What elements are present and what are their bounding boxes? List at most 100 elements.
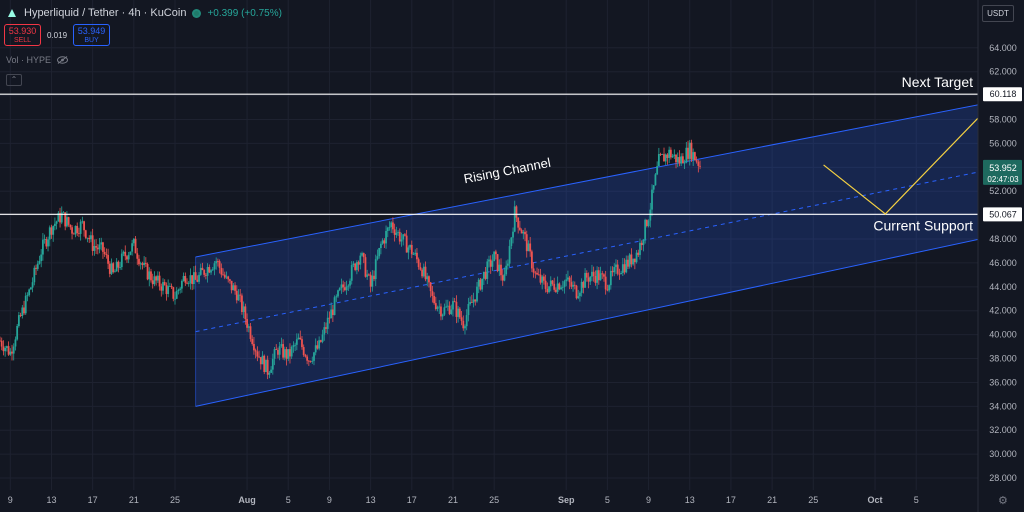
candle-body [374, 259, 377, 280]
candle-body [405, 235, 408, 253]
candle-body [102, 242, 104, 252]
candle-body [217, 261, 219, 262]
candle-body [177, 289, 180, 292]
candle-body [515, 206, 518, 218]
candle-body [510, 237, 513, 247]
candle-body [119, 267, 122, 268]
x-tick-label: 9 [327, 495, 332, 505]
candle-body [105, 254, 108, 256]
candle-body [162, 282, 164, 291]
settings-gear-icon[interactable]: ⚙ [998, 495, 1008, 507]
candle-body [139, 263, 142, 265]
candle-body [445, 306, 448, 308]
chart-header: Hyperliquid / Tether · 4h · KuCoin +0.39… [6, 4, 282, 22]
candle-body [587, 277, 590, 282]
candle-body [313, 352, 315, 361]
volume-indicator[interactable]: Vol · HYPE [6, 55, 69, 65]
candle-body [393, 229, 396, 235]
candle-body [429, 282, 432, 292]
candle-body [635, 252, 638, 263]
candle-body [11, 351, 13, 354]
candle-body [536, 272, 538, 275]
candle-body [522, 231, 525, 234]
candle-body [318, 340, 321, 349]
candle-body [591, 271, 593, 277]
candle-body [60, 212, 63, 223]
candle-body [5, 346, 8, 348]
candle-body [103, 251, 106, 255]
candle-body [306, 356, 309, 361]
x-tick-label: 17 [407, 495, 417, 505]
candle-body [537, 274, 540, 276]
candle-body [381, 240, 384, 244]
candle-body [604, 276, 607, 290]
currency-selector[interactable]: USDT [982, 5, 1014, 22]
candle-body [206, 267, 209, 276]
candle-body [599, 273, 602, 281]
buy-label: BUY [84, 37, 99, 44]
candle-body [283, 349, 286, 358]
candle-body [138, 258, 140, 265]
candle-body [156, 275, 159, 281]
x-tick-label: 5 [605, 495, 610, 505]
candle-body [603, 274, 605, 277]
candle-body [477, 279, 480, 287]
candle-body [182, 275, 185, 281]
candle-body [541, 276, 544, 283]
candle-body [294, 344, 297, 346]
y-tick-label: 56.000 [989, 138, 1017, 148]
candle-body [398, 231, 401, 242]
candle-body [601, 273, 604, 275]
candle-body [304, 355, 307, 357]
candle-body [652, 185, 655, 190]
hide-eye-icon[interactable] [57, 56, 69, 64]
candle-body [297, 337, 300, 340]
candle-body [31, 282, 34, 288]
x-tick-label: Oct [868, 495, 883, 505]
candle-body [414, 252, 417, 255]
candle-body [386, 227, 389, 232]
candle-body [311, 360, 314, 362]
candle-body [230, 280, 233, 291]
collapse-chevron-icon[interactable]: ⌃ [6, 74, 22, 86]
candle-body [596, 270, 598, 283]
grid-lines [0, 0, 978, 490]
candle-body [325, 327, 327, 329]
candle-body [594, 275, 597, 283]
candle-body [532, 268, 535, 273]
candle-body [26, 295, 29, 296]
candle-body [314, 345, 317, 353]
candle-body [277, 349, 279, 355]
candle-body [301, 339, 303, 348]
candle-body [683, 162, 686, 164]
candle-body [572, 284, 574, 287]
candle-body [530, 251, 533, 269]
candle-body [83, 221, 85, 231]
candle-body [460, 317, 463, 321]
candle-body [110, 263, 113, 274]
candle-body [663, 154, 665, 162]
candle-body [611, 270, 614, 273]
candle-body [659, 154, 662, 155]
candle-body [155, 276, 158, 281]
candle-body [204, 274, 207, 276]
candle-body [577, 296, 580, 299]
candle-body [575, 285, 578, 299]
candle-body [546, 288, 549, 293]
candle-body [671, 155, 674, 158]
candle-body [21, 307, 24, 316]
next-target-label: Next Target [902, 74, 973, 90]
candle-body [43, 239, 46, 240]
candle-body [431, 291, 434, 296]
buy-button[interactable]: 53.949 BUY [73, 24, 111, 46]
sell-button[interactable]: 53.930 SELL [4, 24, 41, 46]
candle-body [114, 271, 116, 273]
candle-body [343, 287, 346, 291]
symbol-title[interactable]: Hyperliquid / Tether · 4h · KuCoin [24, 7, 187, 19]
y-tick-label: 38.000 [989, 354, 1017, 364]
candle-body [54, 223, 56, 226]
candle-body [107, 255, 109, 264]
x-tick-label: 21 [767, 495, 777, 505]
candle-body [556, 283, 559, 292]
